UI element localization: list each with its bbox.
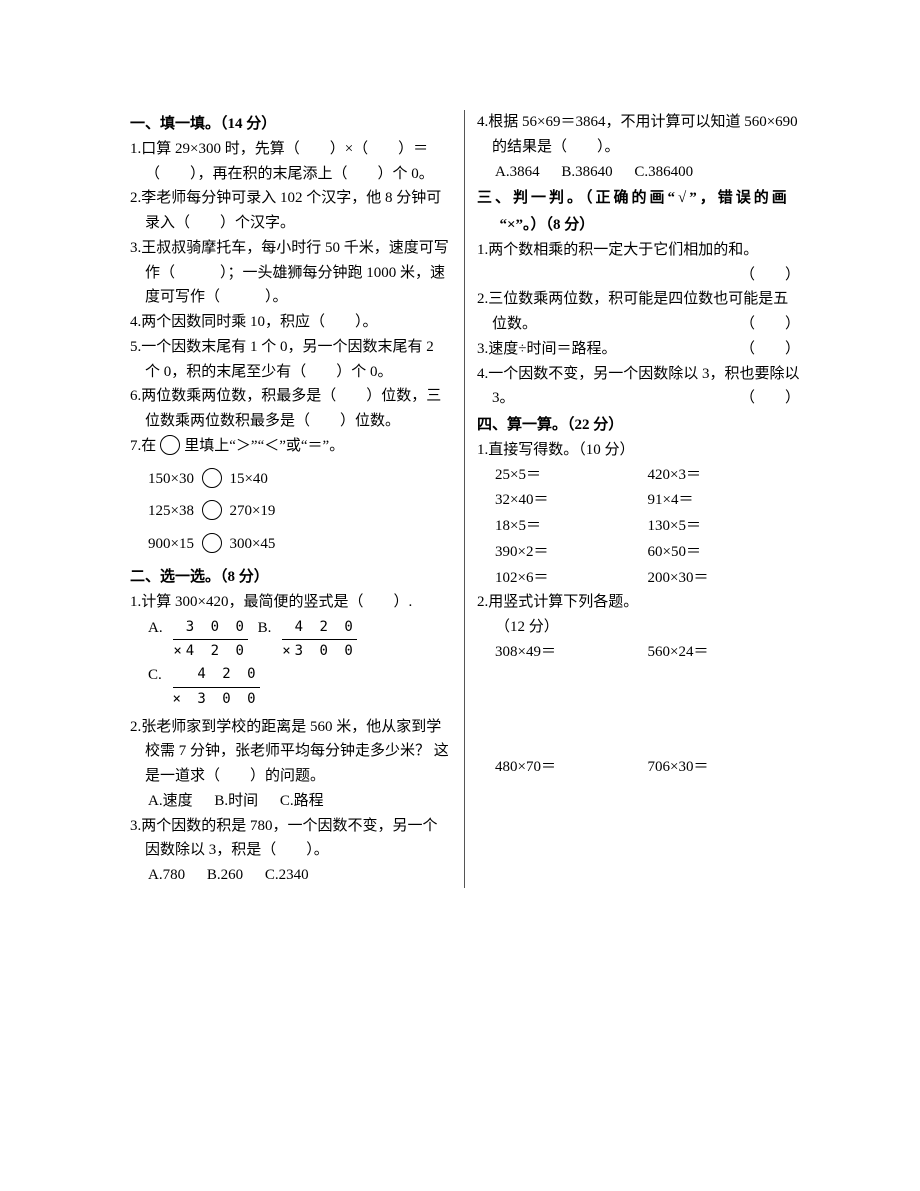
section-3-title-a: 三、判一判。（正确的画“√”，错误的画 xyxy=(477,186,800,211)
q2-2-options: A.速度 B.时间 C.路程 xyxy=(130,789,452,814)
q1-7-head: 7.在 xyxy=(130,438,156,454)
vcalc-cell: 480×70＝ xyxy=(495,755,648,780)
q1-4: 4.两个因数同时乘 10，积应（ ）。 xyxy=(130,310,452,335)
q3-1-tf: （ ） xyxy=(477,263,800,288)
calc-cell: 18×5＝ xyxy=(495,514,648,539)
circle-icon xyxy=(202,533,222,553)
q1-7: 7.在 里填上“＞”“＜”或“＝”。 xyxy=(130,434,452,459)
q2-2-b: B.时间 xyxy=(214,789,258,814)
q2-3-c: C.2340 xyxy=(265,863,309,888)
circle-icon xyxy=(202,500,222,520)
compare-row-3: 900×15 300×45 xyxy=(130,532,452,557)
cmp3-left: 900×15 xyxy=(148,536,194,552)
compare-row-1: 150×30 15×40 xyxy=(130,467,452,492)
option-c-top: 4 2 0 xyxy=(173,663,260,686)
workspace-gap xyxy=(477,665,800,755)
option-a-label: A. xyxy=(148,616,163,641)
calc-cell: 91×4＝ xyxy=(648,488,801,513)
calc-cell: 60×50＝ xyxy=(648,540,801,565)
cmp1-left: 150×30 xyxy=(148,471,194,487)
cmp2-left: 125×38 xyxy=(148,503,194,519)
q4-2-pts: （12 分） xyxy=(477,615,800,640)
q1-7-tail: 里填上“＞”“＜”或“＝”。 xyxy=(184,438,344,454)
q3-2-tf: （ ） xyxy=(755,312,800,337)
vertical-calc-row-2: 480×70＝ 706×30＝ xyxy=(477,755,800,780)
vcalc-cell: 308×49＝ xyxy=(495,640,648,665)
option-a-top: 3 0 0 xyxy=(173,616,248,639)
calc-cell: 32×40＝ xyxy=(495,488,648,513)
option-c-label: C. xyxy=(148,663,162,688)
q2-4-a: A.3864 xyxy=(495,160,540,185)
q2-2: 2.张老师家到学校的距离是 560 米，他从家到学校需 7 分钟，张老师平均每分… xyxy=(130,715,452,789)
q3-4-tf: （ ） xyxy=(755,386,800,411)
cmp2-right: 270×19 xyxy=(229,503,275,519)
option-a-bot: ×4 2 0 xyxy=(173,639,248,663)
vertical-calc-row-1: 308×49＝ 560×24＝ xyxy=(477,640,800,665)
option-b-label: B. xyxy=(258,616,272,641)
q1-3: 3.王叔叔骑摩托车，每小时行 50 千米，速度可写作（ ）；一头雄狮每分钟跑 1… xyxy=(130,236,452,310)
q2-3: 3.两个因数的积是 780，一个因数不变，另一个因数除以 3，积是（ ）。 xyxy=(130,814,452,864)
cmp3-right: 300×45 xyxy=(229,536,275,552)
q2-4: 4.根据 56×69＝3864，不用计算可以知道 560×690 的结果是（ ）… xyxy=(477,110,800,160)
option-c: C. 4 2 0 × 3 0 0 xyxy=(148,663,266,710)
q2-3-a: A.780 xyxy=(148,863,185,888)
compare-row-2: 125×38 270×19 xyxy=(130,499,452,524)
option-a: A. 3 0 0 ×4 2 0 xyxy=(148,616,254,663)
q3-4: 4.一个因数不变，另一个因数除以 3，积也要除以 3。（ ） xyxy=(477,362,800,412)
q2-3-b: B.260 xyxy=(207,863,243,888)
vcalc-cell: 706×30＝ xyxy=(648,755,801,780)
right-column: 4.根据 56×69＝3864，不用计算可以知道 560×690 的结果是（ ）… xyxy=(465,110,800,888)
mental-calc-grid: 25×5＝ 420×3＝ 32×40＝ 91×4＝ 18×5＝ 130×5＝ 3… xyxy=(477,463,800,591)
q2-2-a: A.速度 xyxy=(148,789,193,814)
q2-3-options: A.780 B.260 C.2340 xyxy=(130,863,452,888)
q1-2: 2.李老师每分钟可录入 102 个汉字，他 8 分钟可录入（ ）个汉字。 xyxy=(130,186,452,236)
section-2-title: 二、选一选。（8 分） xyxy=(130,565,452,590)
calc-cell: 420×3＝ xyxy=(648,463,801,488)
q3-1-text: 1.两个数相乘的积一定大于它们相加的和。 xyxy=(477,242,758,258)
q3-1: 1.两个数相乘的积一定大于它们相加的和。 xyxy=(477,238,800,263)
option-b: B. 4 2 0 ×3 0 0 xyxy=(258,616,363,663)
option-c-bot: × 3 0 0 xyxy=(173,687,260,711)
q3-3-text: 3.速度÷时间＝路程。 xyxy=(477,341,616,357)
circle-icon xyxy=(202,468,222,488)
left-column: 一、填一填。（14 分） 1.口算 29×300 时，先算（ ）×（ ）＝（ ）… xyxy=(130,110,465,888)
q2-4-options: A.3864 B.38640 C.386400 xyxy=(477,160,800,185)
calc-cell: 25×5＝ xyxy=(495,463,648,488)
calc-cell: 130×5＝ xyxy=(648,514,801,539)
q2-4-b: B.38640 xyxy=(561,160,612,185)
section-4-title: 四、算一算。（22 分） xyxy=(477,413,800,438)
q2-4-c: C.386400 xyxy=(634,160,693,185)
vcalc-cell: 560×24＝ xyxy=(648,640,801,665)
q3-2: 2.三位数乘两位数，积可能是四位数也可能是五位数。（ ） xyxy=(477,287,800,337)
q1-5: 5.一个因数末尾有 1 个 0，另一个因数末尾有 2 个 0，积的末尾至少有（ … xyxy=(130,335,452,385)
q4-2: 2.用竖式计算下列各题。 xyxy=(477,590,800,615)
calc-cell: 200×30＝ xyxy=(648,566,801,591)
q3-3-tf: （ ） xyxy=(755,337,800,362)
q3-3: 3.速度÷时间＝路程。 （ ） xyxy=(477,337,800,362)
calc-cell: 102×6＝ xyxy=(495,566,648,591)
option-b-top: 4 2 0 xyxy=(282,616,357,639)
calc-cell: 390×2＝ xyxy=(495,540,648,565)
section-1-title: 一、填一填。（14 分） xyxy=(130,112,452,137)
q2-1: 1.计算 300×420，最简便的竖式是（ ）. xyxy=(130,590,452,615)
cmp1-right: 15×40 xyxy=(229,471,267,487)
circle-icon xyxy=(160,435,180,455)
q4-1: 1.直接写得数。（10 分） xyxy=(477,438,800,463)
q2-2-c: C.路程 xyxy=(280,789,324,814)
section-3-title-b: “×”。）（8 分） xyxy=(477,213,800,238)
q1-6: 6.两位数乘两位数，积最多是（ ）位数，三位数乘两位数积最多是（ ）位数。 xyxy=(130,384,452,434)
option-b-bot: ×3 0 0 xyxy=(282,639,357,663)
q2-1-options: A. 3 0 0 ×4 2 0 B. 4 2 0 ×3 0 0 C. 4 2 0… xyxy=(130,616,452,710)
q1-1: 1.口算 29×300 时，先算（ ）×（ ）＝（ ），再在积的末尾添上（ ）个… xyxy=(130,137,452,187)
